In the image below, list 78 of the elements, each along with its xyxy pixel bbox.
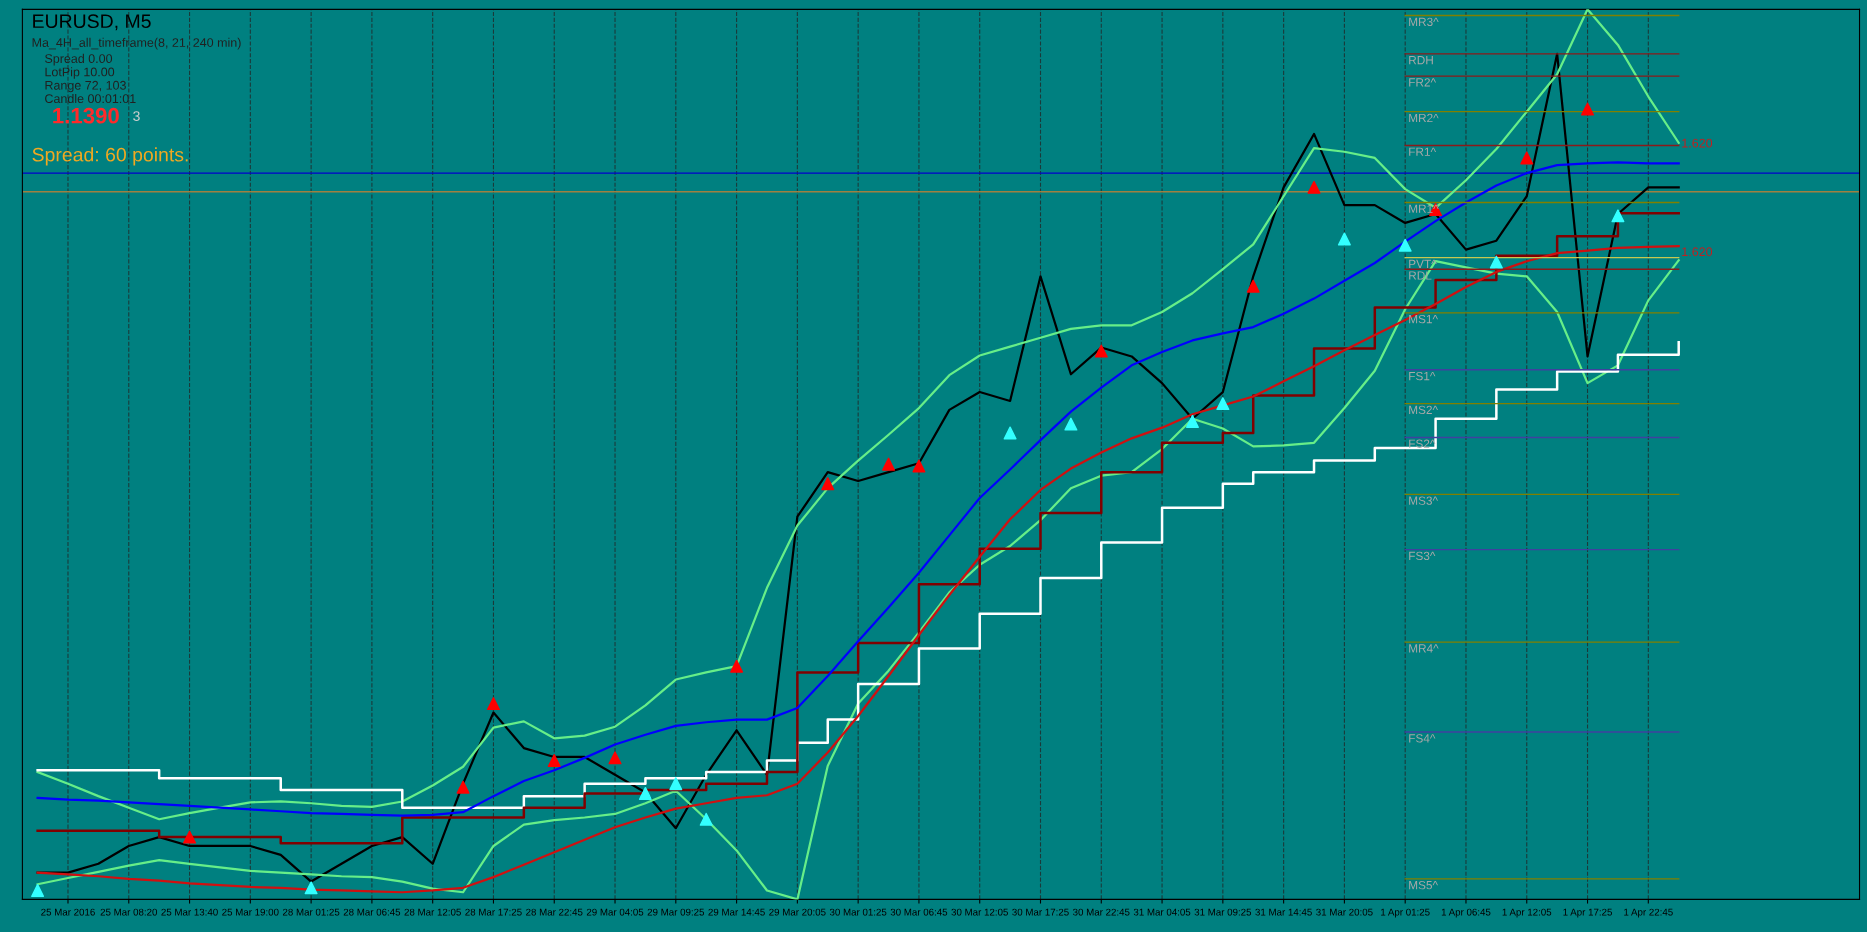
point xyxy=(912,459,926,473)
x-tick-label: 31 Mar 14:45 xyxy=(1255,908,1312,916)
x-tick-label: 30 Mar 17:25 xyxy=(1012,908,1069,916)
point xyxy=(304,881,318,895)
x-tick-label: 30 Mar 12:05 xyxy=(951,908,1008,916)
point xyxy=(1520,151,1534,165)
point xyxy=(699,812,713,826)
series-label: RDH xyxy=(1409,56,1433,65)
series-label: MR3^ xyxy=(1409,17,1439,26)
annotation: Spread: 60 points. xyxy=(32,147,188,166)
series-label: FS1^ xyxy=(1409,371,1436,381)
series-label: MR2^ xyxy=(1409,113,1439,123)
point xyxy=(31,883,45,897)
x-tick-label: 30 Mar 22:45 xyxy=(1073,908,1130,916)
point xyxy=(1003,426,1017,440)
x-tick-label: 31 Mar 04:05 xyxy=(1133,908,1191,916)
x-tick-label: 1 Apr 06:45 xyxy=(1441,908,1491,918)
point xyxy=(486,697,500,711)
annotation: Candle 00:01:01 xyxy=(45,93,136,104)
x-tick-label: 28 Mar 12:05 xyxy=(404,908,461,916)
point xyxy=(456,780,470,794)
x-tick-label: 1 Apr 01:25 xyxy=(1381,908,1430,918)
x-tick-label: 28 Mar 06:45 xyxy=(343,908,401,916)
point xyxy=(1185,414,1199,428)
x-tick-label: 31 Mar 20:05 xyxy=(1316,908,1373,916)
point xyxy=(1064,417,1078,431)
x-tick-label: 25 Mar 19:00 xyxy=(222,908,279,916)
point xyxy=(730,659,744,673)
point xyxy=(1337,232,1351,246)
point xyxy=(1611,209,1625,223)
annotation: 3 xyxy=(133,111,140,121)
chart-title: EURUSD, M5 xyxy=(33,14,151,31)
x-tick-label: 29 Mar 14:45 xyxy=(708,908,765,916)
x-tick-label: 30 Mar 01:25 xyxy=(829,908,887,916)
point xyxy=(638,786,652,800)
x-tick-label: 1 Apr 22:45 xyxy=(1624,908,1673,918)
point xyxy=(821,477,835,491)
annotation: Ma_4H_all_timeframe(8, 21, 240 min) xyxy=(32,37,241,50)
x-tick-label: 1 Apr 12:05 xyxy=(1502,908,1552,918)
point xyxy=(1246,279,1260,293)
x-tick-label: 29 Mar 09:25 xyxy=(647,908,705,916)
x-tick-label: 25 Mar 13:40 xyxy=(161,908,218,916)
series-label: MS1^ xyxy=(1409,314,1438,324)
point xyxy=(608,751,622,765)
point xyxy=(882,457,896,471)
series-label: MR4^ xyxy=(1409,644,1439,653)
point xyxy=(1581,102,1595,116)
point xyxy=(1094,344,1108,358)
point xyxy=(547,754,561,768)
series-label: FR2^ xyxy=(1409,78,1437,87)
point xyxy=(1307,180,1321,194)
point xyxy=(1489,255,1503,269)
x-tick-label: 1 Apr 17:25 xyxy=(1563,908,1612,918)
series-label: FR1^ xyxy=(1409,147,1437,156)
x-tick-label: 25 Mar 08:20 xyxy=(100,908,158,916)
x-tick-label: 29 Mar 20:05 xyxy=(769,908,826,916)
series-label: FS4^ xyxy=(1409,734,1436,743)
annotation: Spread 0.00 xyxy=(45,53,113,66)
annotation: 1.620 xyxy=(1682,247,1713,257)
point xyxy=(669,777,683,791)
x-tick-label: 25 Mar 2016 xyxy=(41,908,95,916)
point xyxy=(183,830,197,844)
point xyxy=(1398,238,1412,252)
series-label: FS3^ xyxy=(1409,551,1436,561)
annotation: LotPip 10.00 xyxy=(45,67,115,79)
series-label: MS2^ xyxy=(1409,405,1438,415)
x-tick-label: 28 Mar 17:25 xyxy=(465,908,522,916)
annotation: Range 72, 103 xyxy=(45,80,126,93)
x-tick-label: 28 Mar 22:45 xyxy=(526,908,583,916)
point xyxy=(1216,397,1230,411)
x-tick-label: 28 Mar 01:25 xyxy=(282,908,340,916)
x-tick-label: 29 Mar 04:05 xyxy=(586,908,644,916)
series-label: MS3^ xyxy=(1409,496,1438,505)
x-tick-label: 31 Mar 09:25 xyxy=(1194,908,1252,916)
series-label: MS5^ xyxy=(1409,881,1438,890)
x-tick-label: 30 Mar 06:45 xyxy=(890,908,948,916)
annotation: 1.1390 xyxy=(53,107,119,124)
annotation: 1.620 xyxy=(1682,138,1713,148)
